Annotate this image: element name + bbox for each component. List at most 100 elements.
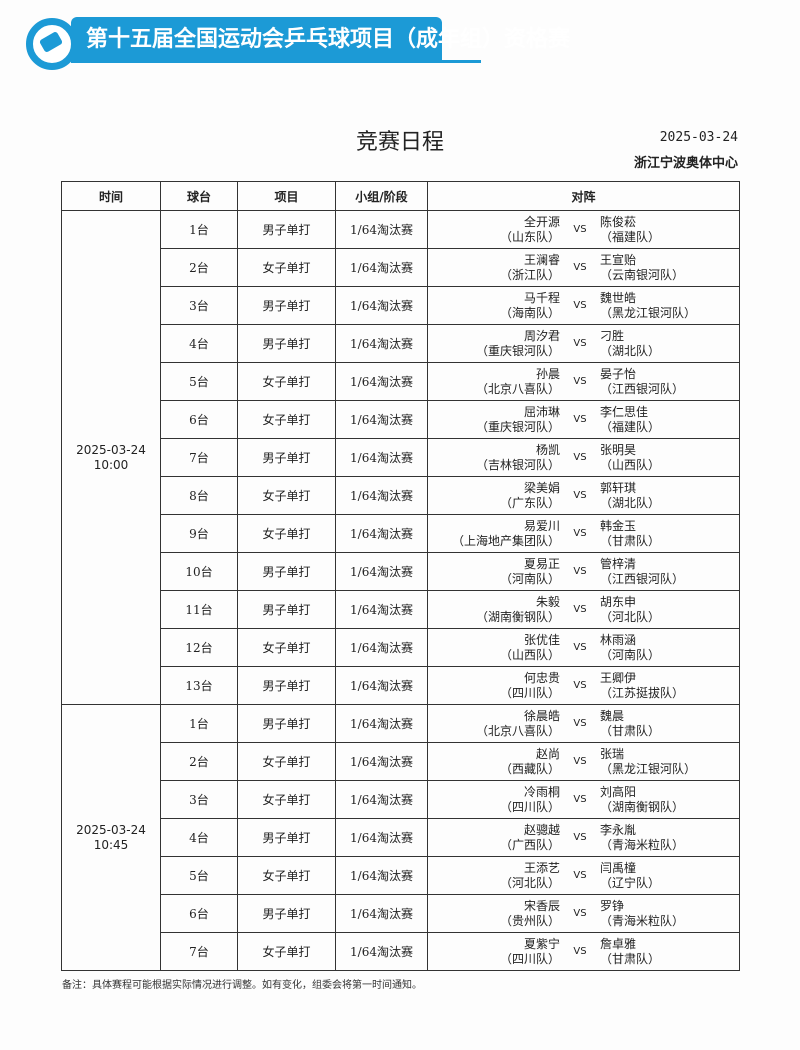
- player-1-team: （广东队）: [499, 495, 560, 510]
- table-number: 3台: [160, 780, 238, 819]
- page-title: 竞赛日程: [355, 130, 444, 155]
- player-1: 朱毅 （湖南衡钢队）: [428, 595, 560, 625]
- player-2-team: （云南银河队）: [600, 267, 685, 282]
- table-row: 5台 女子单打 1/64淘汰赛 孙晨 （北京八喜队） VS 晏子怡 （江西银河队）: [62, 362, 740, 401]
- event: 女子单打: [237, 514, 336, 553]
- time-date: 2025-03-24: [76, 822, 146, 837]
- player-2-team: （青海米粒队）: [600, 837, 685, 852]
- player-2-name: 魏世皓: [600, 290, 637, 305]
- player-2-name: 魏晨: [600, 708, 625, 723]
- table-number: 3台: [160, 286, 238, 325]
- table-number: 5台: [160, 856, 238, 895]
- player-1: 王添艺 （河北队）: [428, 861, 560, 891]
- stage: 1/64淘汰赛: [335, 514, 428, 553]
- player-1-name: 夏易正: [523, 556, 560, 571]
- table-number: 7台: [160, 438, 238, 477]
- footnote: 备注：具体赛程可能根据实际情况进行调整。如有变化，组委会将第一时间通知。: [62, 980, 422, 991]
- player-2-name: 刁胜: [600, 328, 625, 343]
- player-1: 王澜睿 （浙江队）: [428, 253, 560, 283]
- player-2-team: （江苏挺拔队）: [600, 685, 685, 700]
- stage: 1/64淘汰赛: [335, 362, 428, 401]
- player-2-name: 晏子怡: [600, 366, 637, 381]
- player-2-team: （甘肃队）: [600, 723, 661, 738]
- matchup: 杨凯 （吉林银河队） VS 张明昊 （山西队）: [427, 438, 740, 477]
- matchup: 张优佳 （山西队） VS 林雨涵 （河南队）: [427, 628, 740, 667]
- player-2: 李永胤 （青海米粒队）: [600, 823, 739, 853]
- matchup: 徐晨皓 （北京八喜队） VS 魏晨 （甘肃队）: [427, 704, 740, 743]
- player-1-team: （山西队）: [499, 647, 560, 662]
- vs-label: VS: [573, 414, 587, 425]
- table-number: 6台: [160, 894, 238, 933]
- player-1-name: 何忠贵: [523, 670, 560, 685]
- time-date: 2025-03-24: [76, 442, 146, 457]
- matchup: 何忠贵 （四川队） VS 王卿伊 （江苏挺拔队）: [427, 666, 740, 705]
- matchup: 马千程 （海南队） VS 魏世皓 （黑龙江银河队）: [427, 286, 740, 325]
- stage: 1/64淘汰赛: [335, 932, 428, 971]
- stage: 1/64淘汰赛: [335, 856, 428, 895]
- player-2-name: 闫禹橦: [600, 860, 637, 875]
- table-number: 11台: [160, 590, 238, 629]
- player-2: 罗铮 （青海米粒队）: [600, 899, 739, 929]
- player-1: 马千程 （海南队）: [428, 291, 560, 321]
- vs-label: VS: [573, 680, 587, 691]
- player-1-name: 王澜睿: [523, 252, 560, 267]
- player-1: 宋香辰 （贵州队）: [428, 899, 560, 929]
- player-1-name: 孙晨: [535, 366, 560, 381]
- col-matchup: 对阵: [427, 181, 740, 211]
- player-1: 杨凯 （吉林银河队）: [428, 443, 560, 473]
- matchup: 朱毅 （湖南衡钢队） VS 胡东申 （河北队）: [427, 590, 740, 629]
- matchup: 宋香辰 （贵州队） VS 罗铮 （青海米粒队）: [427, 894, 740, 933]
- table-row: 2台 女子单打 1/64淘汰赛 王澜睿 （浙江队） VS 王宣贻 （云南银河队）: [62, 248, 740, 287]
- player-2: 张瑞 （黑龙江银河队）: [600, 747, 739, 777]
- player-2: 魏晨 （甘肃队）: [600, 709, 739, 739]
- player-2-name: 张瑞: [600, 746, 625, 761]
- player-1: 屈沛琳 （重庆银河队）: [428, 405, 560, 435]
- player-2-team: （甘肃队）: [600, 533, 661, 548]
- event: 女子单打: [237, 742, 336, 781]
- matchup: 王澜睿 （浙江队） VS 王宣贻 （云南银河队）: [427, 248, 740, 287]
- table-row: 13台 男子单打 1/64淘汰赛 何忠贵 （四川队） VS 王卿伊 （江苏挺拔队）: [62, 666, 740, 705]
- player-2-name: 陈俊菘: [600, 214, 637, 229]
- event: 女子单打: [237, 932, 336, 971]
- time-cell: 2025-03-24 10:00: [61, 210, 161, 705]
- player-1-team: （西藏队）: [499, 761, 560, 776]
- vs-label: VS: [573, 870, 587, 881]
- player-1-team: （四川队）: [499, 685, 560, 700]
- table-number: 1台: [160, 210, 238, 249]
- stage: 1/64淘汰赛: [335, 704, 428, 743]
- stage: 1/64淘汰赛: [335, 438, 428, 477]
- matchup: 梁美娟 （广东队） VS 郭轩琪 （湖北队）: [427, 476, 740, 515]
- vs-label: VS: [573, 338, 587, 349]
- table-number: 5台: [160, 362, 238, 401]
- vs-label: VS: [573, 642, 587, 653]
- player-1-name: 屈沛琳: [523, 404, 560, 419]
- vs-label: VS: [573, 756, 587, 767]
- player-1-team: （四川队）: [499, 799, 560, 814]
- player-1: 赵尚 （西藏队）: [428, 747, 560, 777]
- table-row: 12台 女子单打 1/64淘汰赛 张优佳 （山西队） VS 林雨涵 （河南队）: [62, 628, 740, 667]
- player-1: 易爱川 （上海地产集团队）: [428, 519, 560, 549]
- table-row: 9台 女子单打 1/64淘汰赛 易爱川 （上海地产集团队） VS 韩金玉 （甘肃队）: [62, 514, 740, 553]
- player-2-team: （甘肃队）: [600, 951, 661, 966]
- event: 女子单打: [237, 628, 336, 667]
- player-1-name: 赵尚: [535, 746, 560, 761]
- event: 女子单打: [237, 400, 336, 439]
- player-1-name: 易爱川: [523, 518, 560, 533]
- table-row: 7台 男子单打 1/64淘汰赛 杨凯 （吉林银河队） VS 张明昊 （山西队）: [62, 438, 740, 477]
- player-2-team: （江西银河队）: [600, 381, 685, 396]
- vs-label: VS: [573, 300, 587, 311]
- player-2-team: （湖北队）: [600, 343, 661, 358]
- player-1-name: 张优佳: [523, 632, 560, 647]
- stage: 1/64淘汰赛: [335, 210, 428, 249]
- player-1: 何忠贵 （四川队）: [428, 671, 560, 701]
- player-1-team: （浙江队）: [499, 267, 560, 282]
- vs-label: VS: [573, 262, 587, 273]
- event: 男子单打: [237, 590, 336, 629]
- stage: 1/64淘汰赛: [335, 780, 428, 819]
- player-2-name: 胡东申: [600, 594, 637, 609]
- player-2-name: 郭轩琪: [600, 480, 637, 495]
- stage: 1/64淘汰赛: [335, 476, 428, 515]
- player-2-name: 刘高阳: [600, 784, 637, 799]
- table-row: 8台 女子单打 1/64淘汰赛 梁美娟 （广东队） VS 郭轩琪 （湖北队）: [62, 476, 740, 515]
